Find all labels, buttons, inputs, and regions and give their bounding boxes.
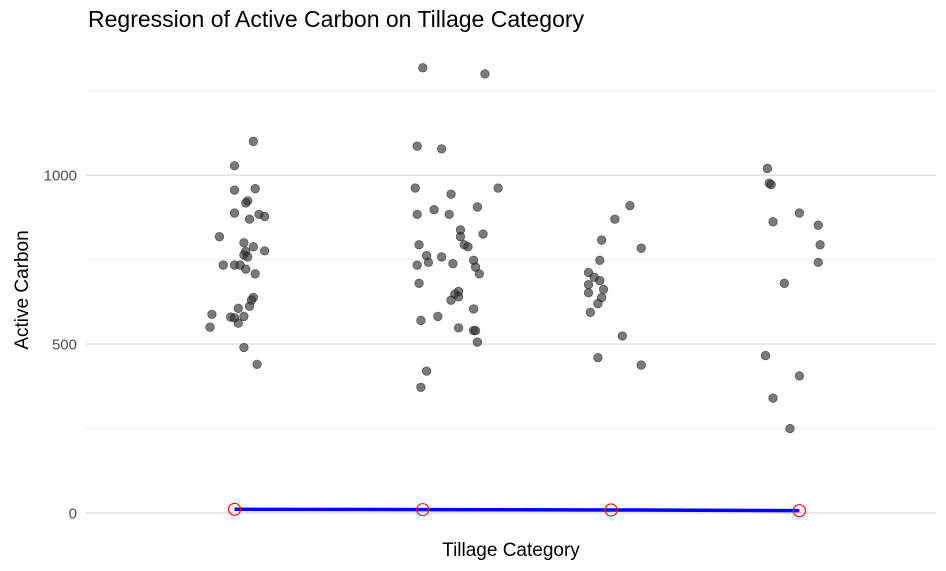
data-point xyxy=(785,423,795,434)
data-point xyxy=(446,295,456,305)
data-point xyxy=(239,342,249,353)
regression-marker xyxy=(227,502,242,516)
data-point xyxy=(241,198,251,208)
data-point xyxy=(248,242,258,252)
data-point xyxy=(766,180,776,190)
data-point xyxy=(233,318,243,328)
data-point xyxy=(453,292,464,302)
data-point xyxy=(229,161,240,171)
regression-line-path xyxy=(234,507,800,513)
data-point xyxy=(463,242,473,252)
data-point xyxy=(250,184,260,194)
data-point xyxy=(244,214,255,224)
y-tick-label: 1000 xyxy=(44,168,77,185)
data-point xyxy=(244,301,255,311)
y-axis-title: Active Carbon xyxy=(12,230,33,349)
data-points xyxy=(205,63,825,434)
data-point xyxy=(214,232,225,242)
data-point xyxy=(468,304,479,314)
data-point xyxy=(470,325,481,336)
regression-marker xyxy=(792,504,806,518)
data-point xyxy=(418,63,428,73)
data-point xyxy=(593,352,603,363)
y-tick-label: 0 xyxy=(69,506,77,523)
data-point xyxy=(595,255,605,265)
data-point xyxy=(416,382,426,392)
data-point xyxy=(448,259,458,269)
data-point xyxy=(243,252,253,262)
data-point xyxy=(412,141,422,151)
data-point xyxy=(414,278,424,288)
data-point xyxy=(760,350,771,361)
data-point xyxy=(474,269,484,279)
data-point xyxy=(252,359,262,370)
data-point xyxy=(218,260,228,270)
data-point xyxy=(229,185,240,195)
chart-title: Regression of Active Carbon on Tillage C… xyxy=(88,6,585,32)
data-point xyxy=(423,257,434,268)
data-point xyxy=(250,269,260,279)
data-point xyxy=(229,208,240,218)
data-point xyxy=(585,307,596,317)
data-point xyxy=(617,331,628,341)
data-point xyxy=(813,220,823,230)
data-point xyxy=(455,232,466,242)
x-axis-title: Tillage Category xyxy=(442,540,580,561)
data-point xyxy=(598,284,609,295)
data-point xyxy=(583,288,594,298)
data-point xyxy=(259,211,270,222)
data-point xyxy=(583,279,594,290)
data-point xyxy=(446,189,456,199)
data-point xyxy=(436,144,447,154)
data-point xyxy=(241,264,251,274)
data-point xyxy=(625,200,635,211)
data-point xyxy=(414,240,424,250)
regression-marker xyxy=(604,503,618,517)
data-point xyxy=(433,311,443,322)
y-tick-labels: 0 500 1000 xyxy=(44,168,77,523)
y-tick-label: 500 xyxy=(52,337,77,354)
data-point xyxy=(794,208,805,218)
data-point xyxy=(259,246,270,256)
data-point xyxy=(493,183,503,193)
data-point xyxy=(768,217,778,227)
data-point xyxy=(233,303,243,313)
data-point xyxy=(239,238,249,248)
data-point xyxy=(444,209,454,220)
data-point xyxy=(597,235,607,245)
data-point xyxy=(205,322,215,332)
data-point xyxy=(472,202,483,212)
data-point xyxy=(815,240,825,250)
data-point xyxy=(416,315,426,326)
data-point xyxy=(768,393,778,403)
data-point xyxy=(762,163,773,174)
data-point xyxy=(239,311,249,322)
data-point xyxy=(410,183,420,193)
data-point xyxy=(593,298,603,309)
data-point xyxy=(429,205,439,215)
data-point xyxy=(421,366,432,376)
data-point xyxy=(436,252,447,262)
data-point xyxy=(610,214,620,224)
data-point xyxy=(636,360,646,370)
data-point xyxy=(453,323,464,333)
regression-line xyxy=(227,502,806,518)
data-point xyxy=(636,243,646,253)
data-point xyxy=(478,229,488,239)
data-point xyxy=(595,275,605,286)
grid-lines xyxy=(86,90,936,514)
data-point xyxy=(412,260,422,270)
data-point xyxy=(207,309,217,320)
data-point xyxy=(794,371,805,381)
data-point xyxy=(248,136,258,147)
data-point xyxy=(813,257,823,268)
data-point xyxy=(472,337,483,347)
data-point xyxy=(480,69,490,79)
data-point xyxy=(779,278,789,288)
regression-marker xyxy=(416,503,430,517)
data-point xyxy=(412,209,422,220)
